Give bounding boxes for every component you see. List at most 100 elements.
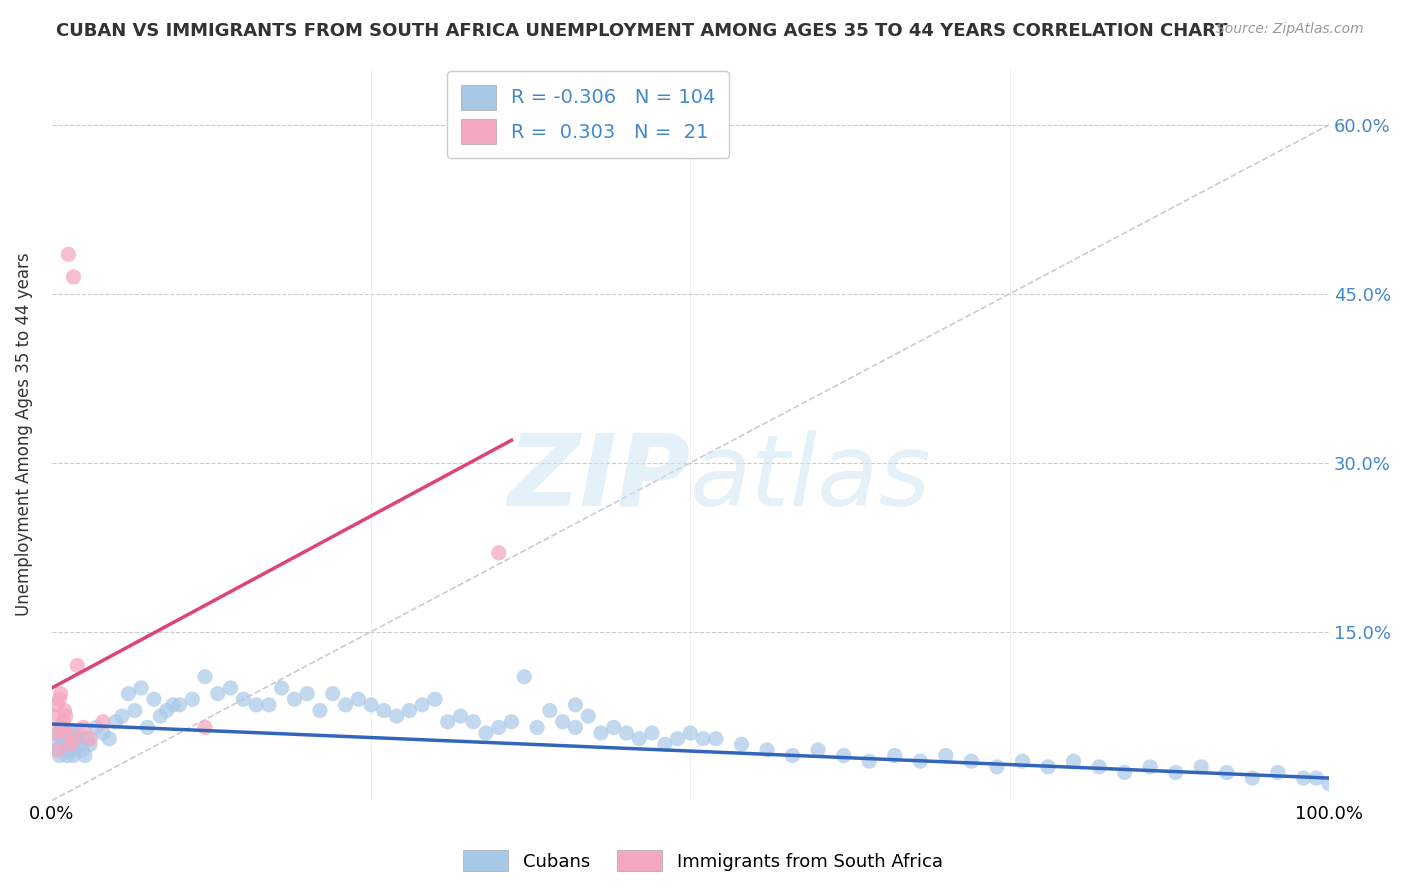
- Point: [51, 720, 73, 734]
- Point: [58, 731, 80, 746]
- Text: atlas: atlas: [690, 430, 932, 527]
- Point: [104, 714, 127, 729]
- Point: [385, 709, 408, 723]
- Point: [73, 720, 96, 734]
- Point: [883, 748, 905, 763]
- Point: [589, 726, 612, 740]
- Point: [59, 737, 82, 751]
- Point: [52, 737, 75, 751]
- Point: [616, 726, 638, 740]
- Point: [117, 687, 139, 701]
- Point: [1317, 777, 1340, 791]
- Point: [423, 692, 446, 706]
- Point: [51, 731, 73, 746]
- Point: [1241, 771, 1264, 785]
- Point: [538, 704, 561, 718]
- Point: [245, 698, 267, 712]
- Point: [59, 737, 82, 751]
- Point: [450, 709, 472, 723]
- Point: [283, 692, 305, 706]
- Point: [411, 698, 433, 712]
- Point: [564, 720, 586, 734]
- Point: [935, 748, 957, 763]
- Point: [194, 720, 217, 734]
- Point: [564, 698, 586, 712]
- Point: [641, 726, 664, 740]
- Point: [551, 714, 574, 729]
- Point: [960, 754, 983, 768]
- Point: [270, 681, 292, 695]
- Point: [63, 731, 86, 746]
- Point: [59, 743, 82, 757]
- Point: [219, 681, 242, 695]
- Point: [55, 709, 77, 723]
- Point: [48, 748, 70, 763]
- Point: [69, 737, 91, 751]
- Point: [129, 681, 152, 695]
- Point: [53, 704, 76, 718]
- Point: [76, 731, 98, 746]
- Point: [65, 731, 87, 746]
- Point: [1114, 765, 1136, 780]
- Point: [86, 720, 108, 734]
- Point: [136, 720, 159, 734]
- Point: [44, 709, 66, 723]
- Point: [58, 247, 80, 261]
- Point: [257, 698, 280, 712]
- Text: CUBAN VS IMMIGRANTS FROM SOUTH AFRICA UNEMPLOYMENT AMONG AGES 35 TO 44 YEARS COR: CUBAN VS IMMIGRANTS FROM SOUTH AFRICA UN…: [56, 22, 1227, 40]
- Point: [295, 687, 318, 701]
- Point: [1292, 771, 1315, 785]
- Point: [782, 748, 804, 763]
- Point: [360, 698, 382, 712]
- Point: [169, 698, 191, 712]
- Point: [1216, 765, 1239, 780]
- Point: [398, 704, 420, 718]
- Point: [62, 748, 84, 763]
- Point: [322, 687, 344, 701]
- Legend: Cubans, Immigrants from South Africa: Cubans, Immigrants from South Africa: [456, 843, 950, 879]
- Point: [628, 731, 651, 746]
- Point: [91, 726, 114, 740]
- Point: [832, 748, 855, 763]
- Point: [679, 726, 702, 740]
- Point: [1305, 771, 1327, 785]
- Point: [181, 692, 204, 706]
- Point: [488, 720, 510, 734]
- Point: [49, 687, 72, 701]
- Point: [79, 737, 101, 751]
- Point: [501, 714, 523, 729]
- Point: [654, 737, 676, 751]
- Point: [309, 704, 332, 718]
- Point: [124, 704, 146, 718]
- Point: [98, 731, 121, 746]
- Point: [156, 704, 179, 718]
- Point: [91, 714, 114, 729]
- Point: [162, 698, 184, 712]
- Point: [53, 743, 76, 757]
- Point: [666, 731, 689, 746]
- Point: [207, 687, 229, 701]
- Point: [63, 743, 86, 757]
- Point: [60, 726, 83, 740]
- Point: [1011, 754, 1033, 768]
- Point: [807, 743, 830, 757]
- Point: [858, 754, 880, 768]
- Point: [1139, 760, 1161, 774]
- Point: [463, 714, 485, 729]
- Point: [1267, 765, 1289, 780]
- Legend: R = -0.306   N = 104, R =  0.303   N =  21: R = -0.306 N = 104, R = 0.303 N = 21: [447, 71, 730, 158]
- Point: [56, 748, 79, 763]
- Point: [142, 692, 165, 706]
- Point: [52, 714, 75, 729]
- Point: [72, 743, 94, 757]
- Point: [45, 743, 67, 757]
- Point: [44, 731, 66, 746]
- Point: [232, 692, 254, 706]
- Point: [66, 658, 89, 673]
- Point: [910, 754, 932, 768]
- Text: Source: ZipAtlas.com: Source: ZipAtlas.com: [1216, 22, 1364, 37]
- Point: [149, 709, 172, 723]
- Point: [692, 731, 714, 746]
- Point: [111, 709, 134, 723]
- Point: [79, 731, 101, 746]
